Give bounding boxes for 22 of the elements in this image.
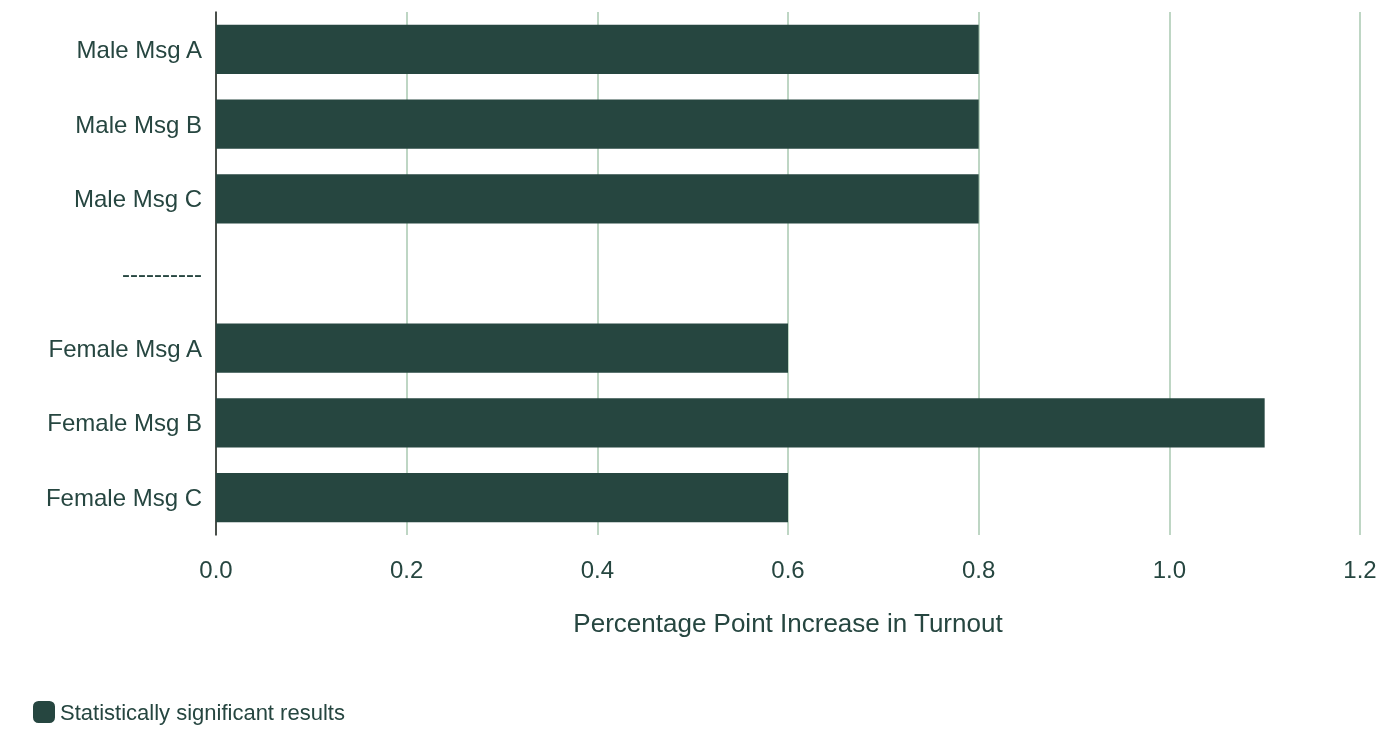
y-tick-label: Female Msg C — [45, 484, 202, 512]
bar — [216, 174, 979, 224]
bar — [216, 99, 979, 149]
bar — [216, 24, 979, 75]
x-tick-label: 1.0 — [1152, 555, 1187, 583]
bar — [216, 323, 788, 373]
y-tick-label: Male Msg A — [76, 35, 202, 63]
y-tick-label: ---------- — [122, 260, 202, 287]
x-tick-label: 0.2 — [389, 555, 424, 583]
y-tick-label: Male Msg B — [75, 110, 202, 138]
x-axis-title: Percentage Point Increase in Turnout — [573, 608, 1004, 638]
y-tick-label: Female Msg B — [47, 409, 202, 437]
x-tick-label: 0.4 — [580, 555, 615, 583]
x-tick-label: 0.0 — [199, 555, 233, 583]
bar — [216, 398, 1265, 448]
x-tick-label: 1.2 — [1343, 555, 1377, 583]
x-tick-label: 0.8 — [961, 555, 996, 583]
y-tick-label: Female Msg A — [48, 334, 202, 362]
x-tick-label: 0.6 — [771, 555, 805, 583]
y-tick-label: Male Msg C — [73, 185, 202, 213]
legend-label: Statistically significant results — [60, 699, 345, 725]
bar — [216, 472, 788, 523]
